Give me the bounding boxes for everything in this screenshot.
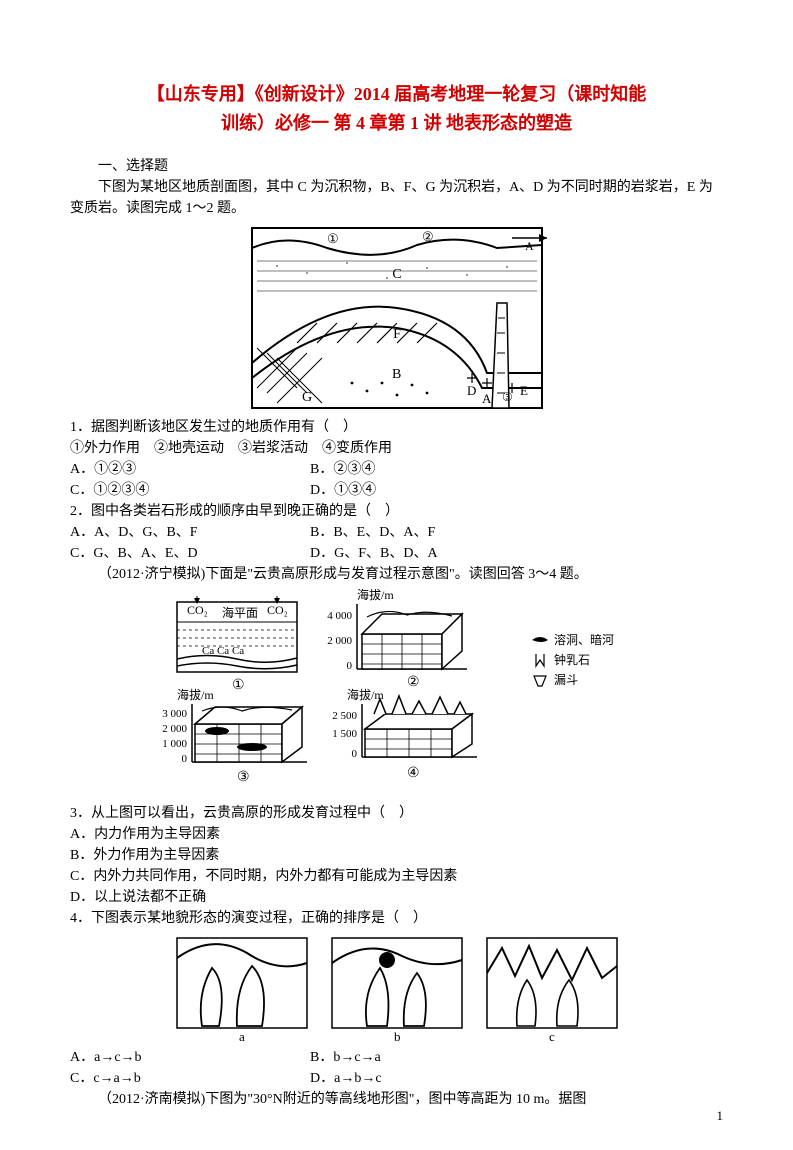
fig2-p4-num: ④ bbox=[407, 766, 420, 781]
q1-optA: A．①②③ bbox=[70, 459, 310, 480]
fig2-p3-y4: 0 bbox=[181, 753, 187, 765]
q1-optC: C．①②③④ bbox=[70, 480, 310, 501]
fig1-label-d: D bbox=[467, 383, 476, 398]
fig2-p1-co2l: CO₂ bbox=[187, 603, 208, 617]
fig2-p3-ytitle: 海拔/m bbox=[177, 687, 214, 702]
fig1-label-g: G bbox=[302, 390, 312, 405]
fig2-legend-3: 漏斗 bbox=[554, 673, 578, 687]
fig2-p3-y3: 1 000 bbox=[162, 738, 187, 750]
figure-3: a b c bbox=[70, 933, 723, 1043]
fig1-label-c: C bbox=[392, 267, 401, 282]
q1: 1．据图判断该地区发生过的地质作用有（ ） bbox=[70, 417, 723, 438]
fig1-label-e: E bbox=[520, 383, 528, 398]
q2: 2．图中各类岩石形成的顺序由早到晚正确的是（ ） bbox=[70, 501, 723, 522]
fig2-p2-ytitle: 海拔/m bbox=[357, 589, 394, 602]
fig3-label-a: a bbox=[239, 1029, 245, 1043]
fig2-p2-y2: 2 000 bbox=[327, 635, 352, 647]
q3-optB: B．外力作用为主导因素 bbox=[70, 845, 723, 866]
fig2-p4-y1: 2 500 bbox=[332, 710, 357, 722]
title-line2: 训练）必修一 第 4 章第 1 讲 地表形态的塑造 bbox=[70, 109, 723, 138]
fig1-label-b: B bbox=[392, 367, 401, 382]
fig1-label-a: A bbox=[482, 391, 492, 406]
page-number: 1 bbox=[717, 1106, 724, 1126]
q1-sub: ①外力作用 ②地壳运动 ③岩浆活动 ④变质作用 bbox=[70, 438, 723, 459]
fig2-legend-2: 钟乳石 bbox=[554, 652, 590, 667]
fig1-arrow-a: A bbox=[525, 239, 534, 253]
intro-2: （2012·济宁模拟)下面是"云贵高原形成与发育过程示意图"。读图回答 3～4 … bbox=[70, 564, 723, 585]
fig2-p4-y2: 1 500 bbox=[332, 728, 357, 740]
section-heading: 一、选择题 bbox=[70, 156, 723, 177]
fig2-legend-1: 溶洞、暗河 bbox=[554, 632, 614, 647]
fig2-p2-y1: 4 000 bbox=[327, 610, 352, 622]
fig3-label-c: c bbox=[549, 1029, 555, 1043]
q2-optC: C．G、B、A、E、D bbox=[70, 543, 310, 564]
fig2-p4-y3: 0 bbox=[351, 748, 357, 760]
fig2-p4-ytitle: 海拔/m bbox=[347, 687, 384, 702]
fig2-p2-num: ② bbox=[407, 675, 420, 690]
fig1-circ-3: ③ bbox=[502, 390, 513, 404]
fig3-label-b: b bbox=[394, 1029, 401, 1043]
fig2-p3-y2: 2 000 bbox=[162, 723, 187, 735]
q2-optB: B．B、E、D、A、F bbox=[310, 522, 435, 543]
q3-optD: D．以上说法都不正确 bbox=[70, 887, 723, 908]
figure-1: C F G B D A E ① ② ③ A bbox=[70, 223, 723, 413]
fig1-circ-2: ② bbox=[422, 229, 434, 244]
q1-optB: B．②③④ bbox=[310, 459, 375, 480]
q4-optD: D．a→b→c bbox=[310, 1068, 382, 1089]
fig2-p1-co2r: CO₂ bbox=[267, 603, 288, 617]
q3-optA: A．内力作用为主导因素 bbox=[70, 824, 723, 845]
q4-optB: B．b→c→a bbox=[310, 1047, 381, 1068]
fig2-p3-num: ③ bbox=[237, 770, 250, 785]
q4-optA: A．a→c→b bbox=[70, 1047, 310, 1068]
q4: 4．下图表示某地貌形态的演变过程，正确的排序是（ ） bbox=[70, 908, 723, 929]
q3-optC: C．内外力共同作用，不同时期，内外力都有可能成为主导因素 bbox=[70, 866, 723, 887]
fig2-p2-y3: 0 bbox=[346, 660, 352, 672]
q2-optD: D．G、F、B、D、A bbox=[310, 543, 438, 564]
fig2-p3-y1: 3 000 bbox=[162, 708, 187, 720]
fig1-label-f: F bbox=[393, 327, 401, 342]
intro-3: （2012·济南模拟)下图为"30°N附近的等高线地形图"，图中等高距为 10 … bbox=[70, 1089, 723, 1110]
q4-optC: C．c→a→b bbox=[70, 1068, 310, 1089]
q3: 3．从上图可以看出，云贵高原的形成发育过程中（ ） bbox=[70, 803, 723, 824]
title-line1: 【山东专用】《创新设计》2014 届高考地理一轮复习（课时知能 bbox=[70, 80, 723, 109]
fig2-p1-num: ① bbox=[232, 678, 245, 693]
intro-1: 下图为某地区地质剖面图，其中 C 为沉积物，B、F、G 为沉积岩，A、D 为不同… bbox=[70, 177, 723, 219]
q1-optD: D．①③④ bbox=[310, 480, 376, 501]
fig1-circ-1: ① bbox=[327, 231, 339, 246]
fig2-p1-ca: Ca Ca Ca bbox=[202, 645, 244, 657]
figure-2: CO₂ CO₂ 海平面 Ca Ca Ca ① 海拔/m bbox=[70, 589, 723, 799]
fig2-p1-sea: 海平面 bbox=[222, 605, 258, 620]
q2-optA: A．A、D、G、B、F bbox=[70, 522, 310, 543]
page-title: 【山东专用】《创新设计》2014 届高考地理一轮复习（课时知能 训练）必修一 第… bbox=[70, 80, 723, 138]
